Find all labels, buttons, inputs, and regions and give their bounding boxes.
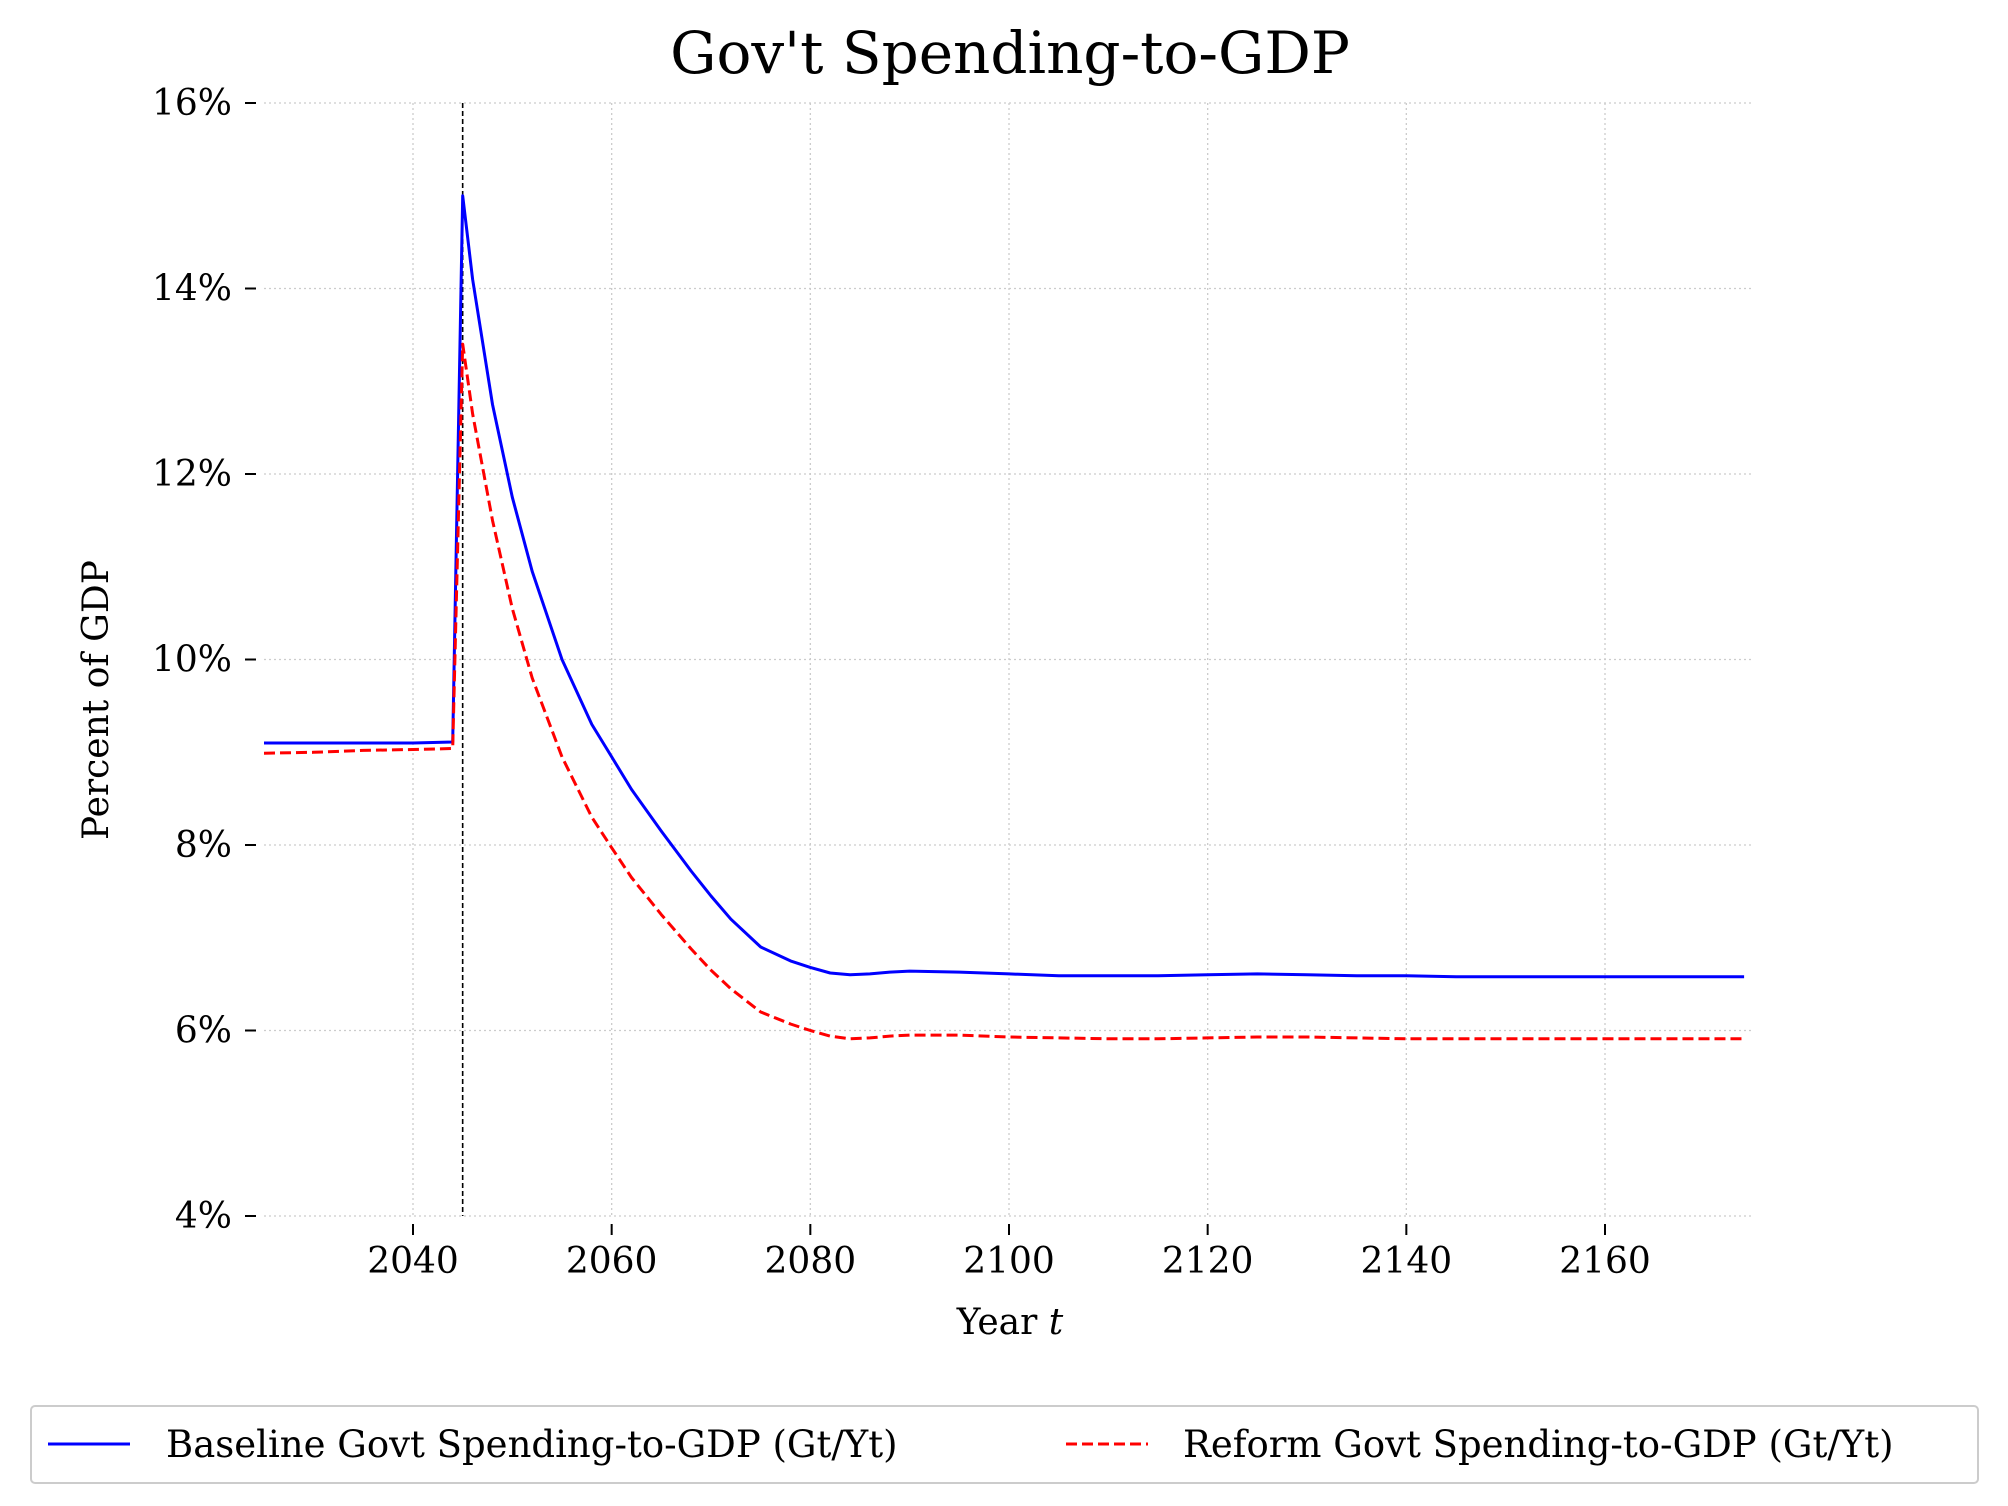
series-baseline-line (264, 194, 1745, 979)
x-tick-label: 2080 (765, 1241, 857, 1282)
y-tick-label: 10% (152, 640, 232, 681)
x-tick-label: 2040 (367, 1241, 459, 1282)
y-tick-label: 8% (175, 825, 232, 866)
legend-label-reform-name: Reform Govt Spending-to-GDP (1183, 1423, 1757, 1466)
x-tick-label: 2060 (566, 1241, 658, 1282)
x-tick-label: 2120 (1162, 1241, 1254, 1282)
series-group (263, 194, 1745, 1041)
legend: Baseline Govt Spending-to-GDP (Gt/Yt) Re… (30, 1405, 1979, 1484)
y-tick-label: 12% (152, 454, 232, 495)
legend-label-reform: Reform Govt Spending-to-GDP (Gt/Yt) (1183, 1423, 1894, 1466)
grid (264, 102, 1754, 1217)
x-tick-label: 2140 (1361, 1241, 1453, 1282)
legend-frame (30, 1405, 1979, 1484)
x-tick-label: 2160 (1559, 1241, 1651, 1282)
x-tick-label: 2100 (963, 1241, 1055, 1282)
x-axis-label-text: Year (956, 1302, 1049, 1343)
y-tick-label: 6% (175, 1011, 232, 1052)
x-axis-label-var: t (1049, 1302, 1064, 1343)
y-tick-label: 16% (152, 83, 232, 124)
series-reform-line (263, 342, 1745, 1041)
legend-label-baseline: Baseline Govt Spending-to-GDP (Gt/Yt) (166, 1423, 898, 1466)
y-axis-label: Percent of GDP (76, 560, 117, 840)
legend-label-baseline-math: (Gt/Yt) (772, 1423, 897, 1466)
legend-label-reform-math: (Gt/Yt) (1768, 1423, 1893, 1466)
y-axis: 4% 6% 8% 10% 12% 14% 16% (152, 83, 256, 1237)
chart-title: Gov't Spending-to-GDP (670, 19, 1350, 87)
legend-label-baseline-name: Baseline Govt Spending-to-GDP (166, 1423, 761, 1466)
x-axis: 2040 2060 2080 2100 2120 2140 2160 (367, 1224, 1651, 1282)
y-tick-label: 4% (175, 1196, 232, 1237)
y-tick-label: 14% (152, 269, 232, 310)
x-axis-label: Year t (956, 1302, 1064, 1343)
